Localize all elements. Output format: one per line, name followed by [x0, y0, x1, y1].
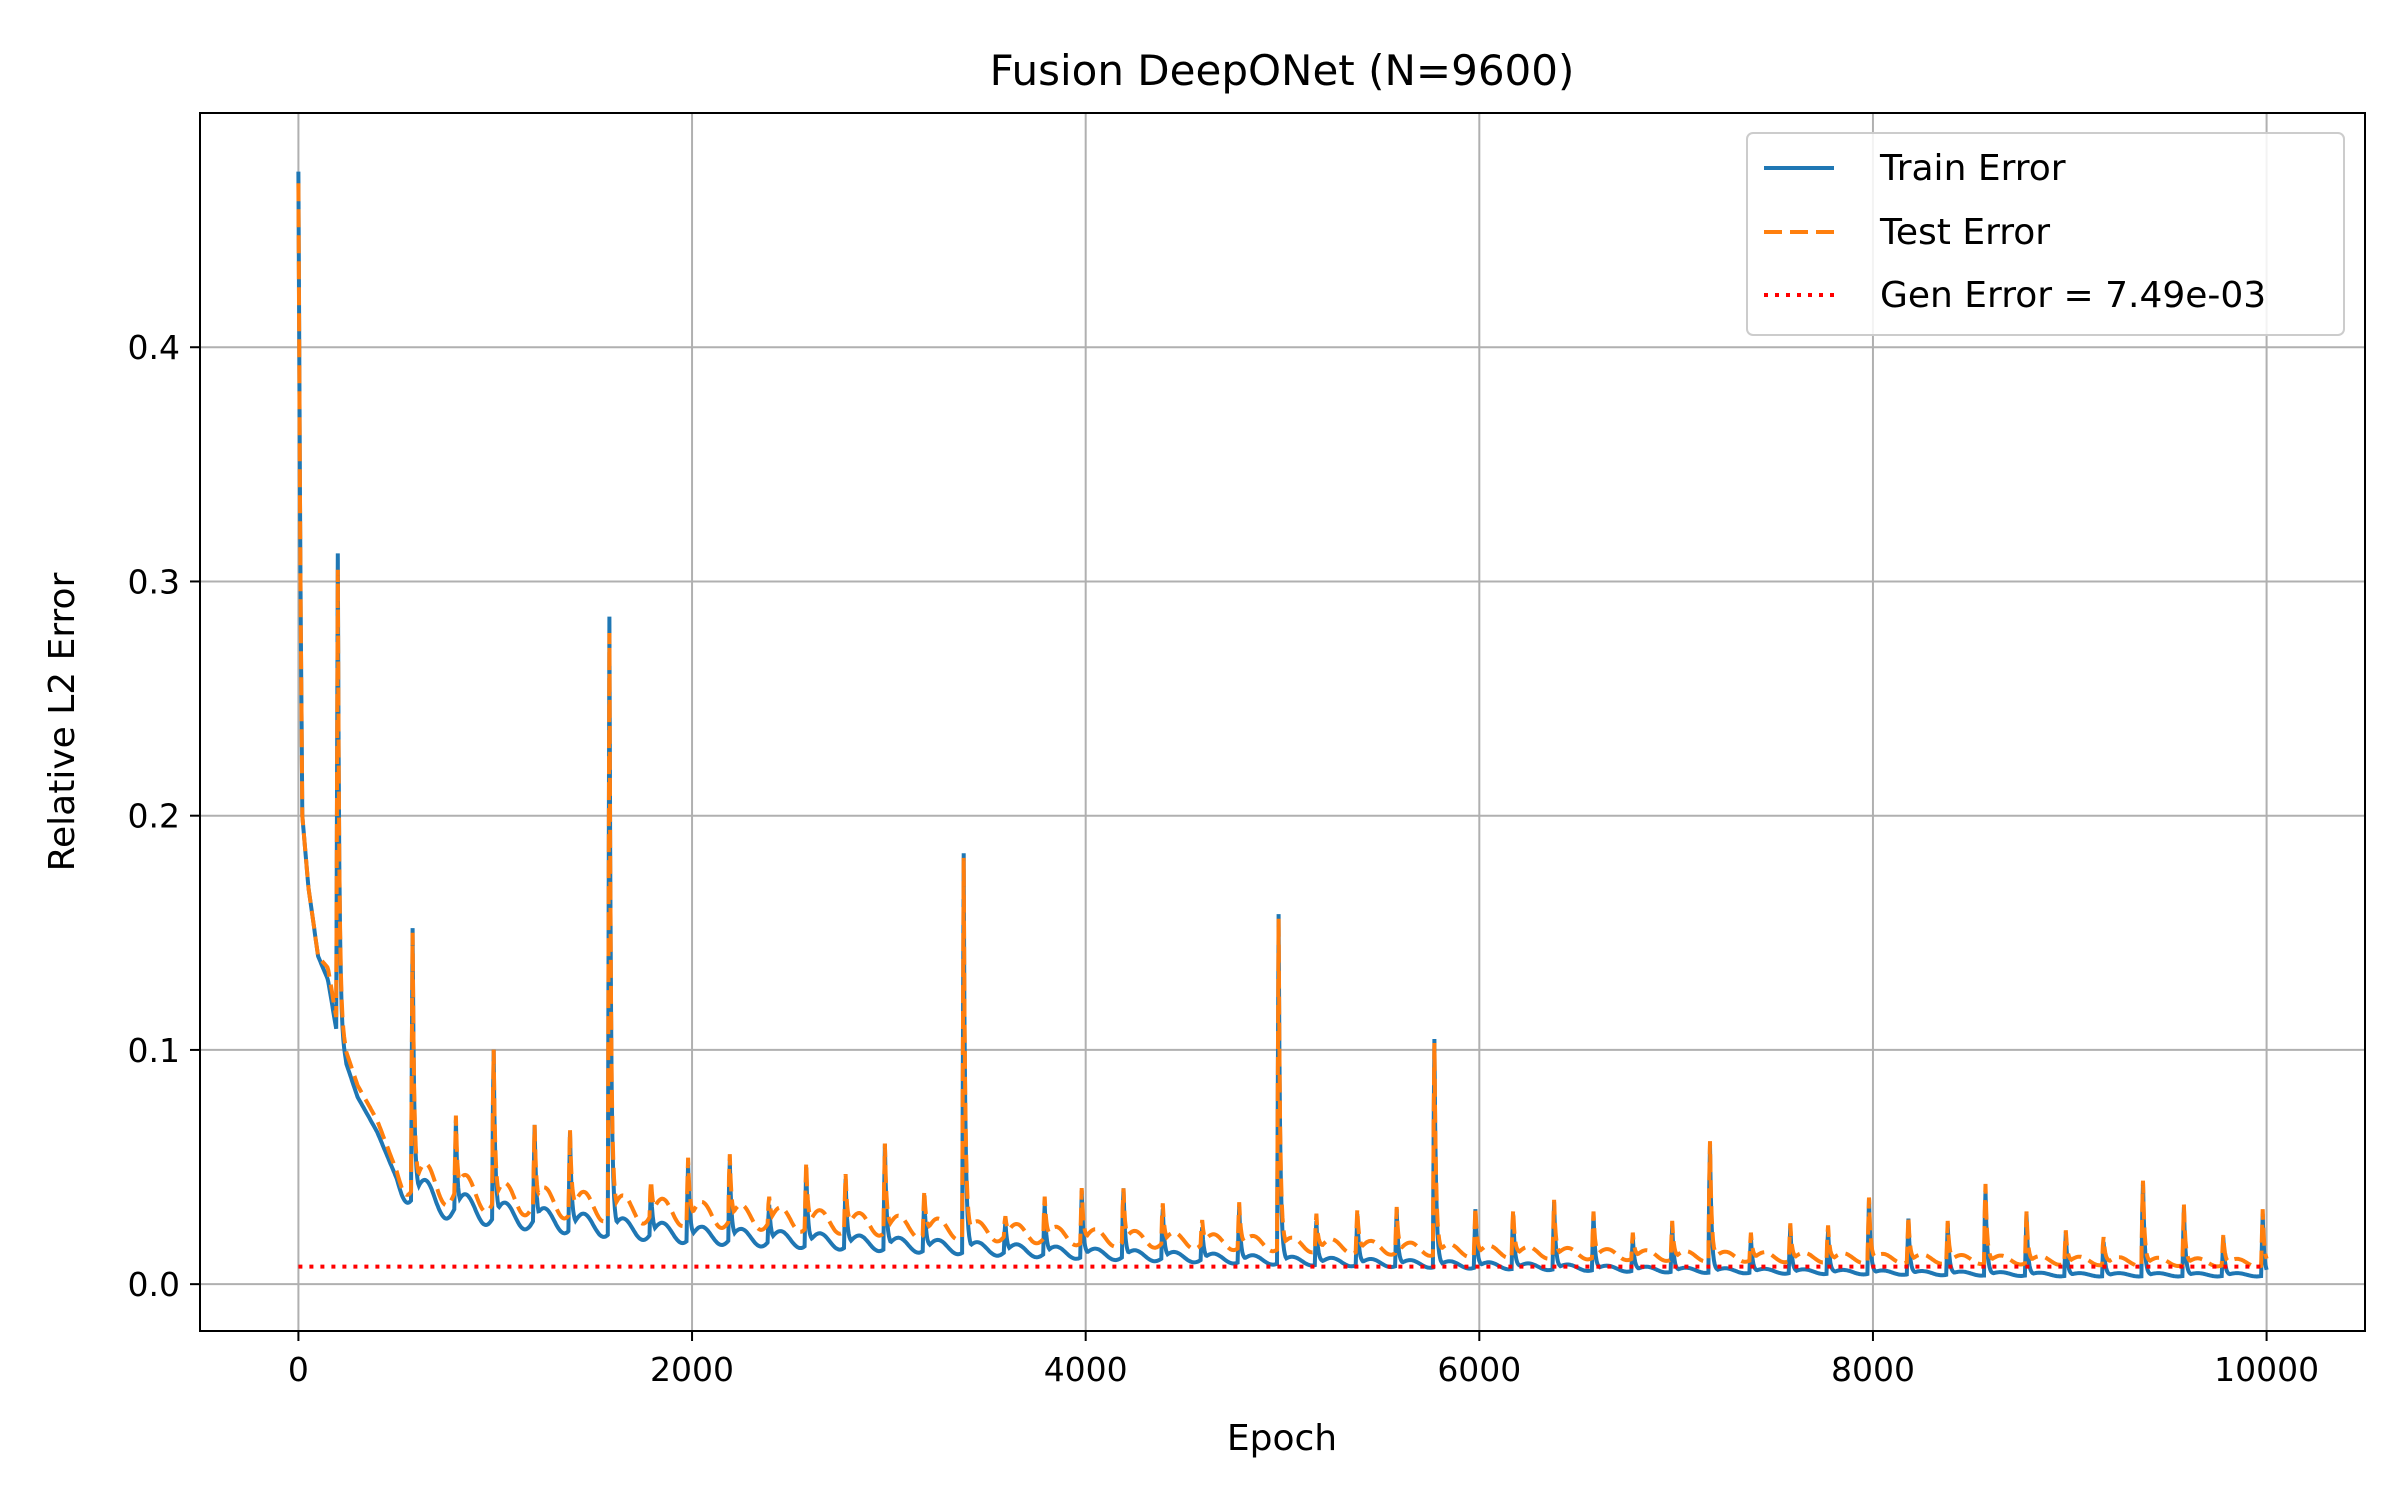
- x-tick-label: 8000: [1831, 1350, 1915, 1389]
- y-axis-title: Relative L2 Error: [42, 572, 83, 871]
- x-tick-label: 6000: [1437, 1350, 1521, 1389]
- test-error-line: [296, 183, 2269, 1269]
- grid-lines: [200, 113, 2365, 1331]
- x-tick-label: 4000: [1044, 1350, 1128, 1389]
- x-axis-title: Epoch: [1227, 1418, 1337, 1459]
- legend-box: [1746, 132, 2345, 336]
- y-tick-label: 0.2: [128, 797, 180, 836]
- legend-label-gen: Gen Error = 7.49e-03: [1880, 275, 2266, 316]
- y-tick-label: 0.4: [128, 328, 180, 367]
- y-tick-label: 0.0: [128, 1265, 180, 1304]
- series-lines: [296, 171, 2269, 1279]
- y-tick-label: 0.3: [128, 562, 180, 601]
- legend: Train Error Test Error Gen Error = 7.49e…: [1746, 132, 2345, 336]
- chart-title: Fusion DeepONet (N=9600): [990, 46, 1575, 95]
- x-tick-label: 0: [288, 1350, 309, 1389]
- x-tick-label: 10000: [2214, 1350, 2319, 1389]
- y-tick-label: 0.1: [128, 1031, 180, 1070]
- axis-ticks: 0 2000 4000 6000 8000 10000 0.0 0.1 0.2 0.3 0.4: [128, 328, 2320, 1389]
- legend-label-test: Test Error: [1879, 212, 2050, 253]
- x-tick-label: 2000: [650, 1350, 734, 1389]
- plot-frame: [199, 112, 2366, 1332]
- legend-label-train: Train Error: [1879, 148, 2066, 189]
